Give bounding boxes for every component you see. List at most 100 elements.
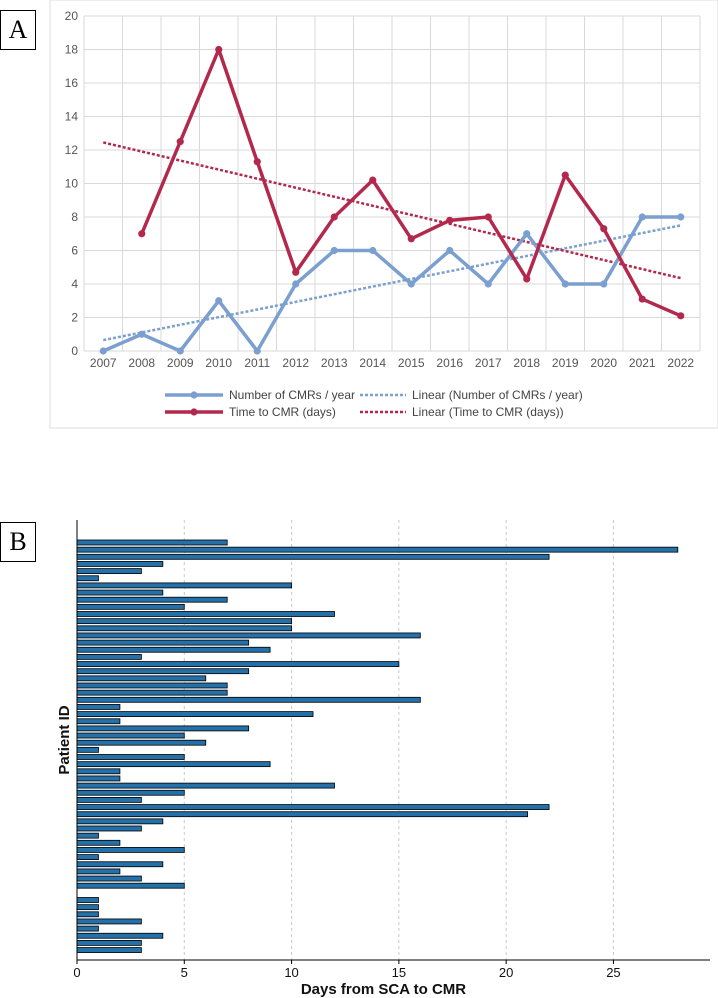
bar (76, 897, 99, 903)
bar (76, 603, 185, 610)
bar (76, 754, 185, 760)
trendline (103, 224, 681, 342)
bar (76, 925, 99, 932)
series-2-point (484, 213, 492, 221)
y-tick-label: 8 (71, 210, 78, 224)
series-1-point (677, 213, 685, 221)
series-1-point (330, 246, 338, 255)
bar (76, 746, 99, 753)
series-2-point (176, 138, 184, 146)
series-1-point (561, 280, 569, 288)
legend-label: Number of CMRs / year (229, 388, 355, 402)
series-1-point (99, 347, 107, 355)
y-tick-label: 10 (65, 177, 79, 191)
bar (76, 947, 142, 953)
legend-label: Linear (Time to CMR (days)) (412, 405, 564, 419)
series-2-point (523, 275, 531, 283)
series-2-point (138, 230, 146, 238)
series-line-1 (102, 215, 681, 353)
bar (76, 561, 164, 567)
legend-label: Time to CMR (days) (229, 405, 336, 419)
series-1-point (484, 280, 492, 288)
x-tick-label: 2015 (398, 356, 425, 370)
series-2-point (677, 312, 685, 320)
bar (76, 718, 121, 725)
bar (76, 811, 529, 818)
x-tick-label: 0 (73, 965, 80, 980)
bar (76, 546, 679, 553)
bar (76, 732, 185, 739)
bar (76, 696, 421, 703)
y-tick-label: 14 (65, 110, 79, 124)
bar (76, 654, 142, 660)
bar (76, 847, 185, 853)
bar (76, 575, 99, 582)
bar (76, 568, 142, 574)
bar (76, 725, 250, 732)
series-2-point (330, 213, 338, 221)
bar (76, 854, 99, 860)
panel-a-label: A (0, 10, 36, 50)
x-tick-label: 2018 (513, 356, 540, 370)
bar (76, 825, 142, 832)
bar (76, 918, 142, 925)
line-chart-a: 0 2 4 6 8 10 12 14 16 18 20 2007 2008 2009 2010 2011 201… (49, 0, 718, 429)
y-tick-label: 6 (71, 244, 78, 258)
y-tick-label: 16 (65, 76, 79, 90)
bar (76, 868, 121, 875)
bar (76, 861, 164, 868)
bar (76, 661, 400, 667)
series-1-point (638, 213, 646, 221)
legend-marker (190, 391, 198, 399)
x-tick-label: 5 (181, 965, 188, 980)
y-tick-label: 4 (71, 277, 78, 291)
bar (76, 797, 142, 803)
x-tick-label: 10 (284, 965, 298, 980)
bar (76, 675, 207, 682)
bar (76, 611, 335, 617)
y-tick-label: 20 (65, 9, 79, 23)
x-tick-label: 2017 (475, 356, 502, 370)
series-1-point (253, 347, 261, 355)
y-tick-label: 0 (71, 344, 78, 358)
bar (76, 618, 292, 625)
bar (76, 682, 228, 689)
x-tick-label: 2022 (667, 356, 694, 370)
series-2-point (253, 158, 261, 166)
bar (76, 639, 250, 646)
series-1-point (176, 347, 184, 355)
x-tick-label: 2011 (244, 356, 270, 370)
bar (76, 646, 271, 653)
bar (76, 668, 250, 675)
series-1-point (523, 230, 531, 238)
y-tick-label: 12 (65, 143, 79, 157)
y-axis-title: Patient ID (56, 705, 73, 774)
series-1-point (292, 280, 300, 288)
bar (76, 932, 164, 939)
series-1-point (446, 246, 454, 255)
x-tick-label: 2007 (90, 356, 117, 370)
x-tick-label: 20 (499, 965, 513, 980)
series-1-point (215, 297, 223, 305)
x-tick-label: 2012 (282, 356, 309, 370)
bar (76, 711, 314, 717)
x-tick-label: 2016 (436, 356, 463, 370)
x-tick-label: 2014 (359, 356, 386, 370)
series-2-point (407, 235, 415, 243)
bar (76, 911, 99, 918)
series-2-point (215, 45, 223, 54)
bar (76, 739, 207, 746)
x-tick-label: 2021 (629, 356, 656, 370)
series-1-point (369, 246, 377, 255)
series-2-point (638, 295, 646, 303)
series-1-point (600, 280, 608, 288)
bar (76, 553, 550, 560)
bar (76, 775, 121, 782)
x-tick-label: 2008 (128, 356, 155, 370)
series-1-point (407, 280, 415, 288)
x-tick-label: 25 (606, 965, 620, 980)
series-2-point (369, 176, 377, 184)
legend-label: Linear (Number of CMRs / year) (412, 388, 583, 402)
series-2-point (561, 171, 569, 179)
bar (76, 689, 228, 696)
